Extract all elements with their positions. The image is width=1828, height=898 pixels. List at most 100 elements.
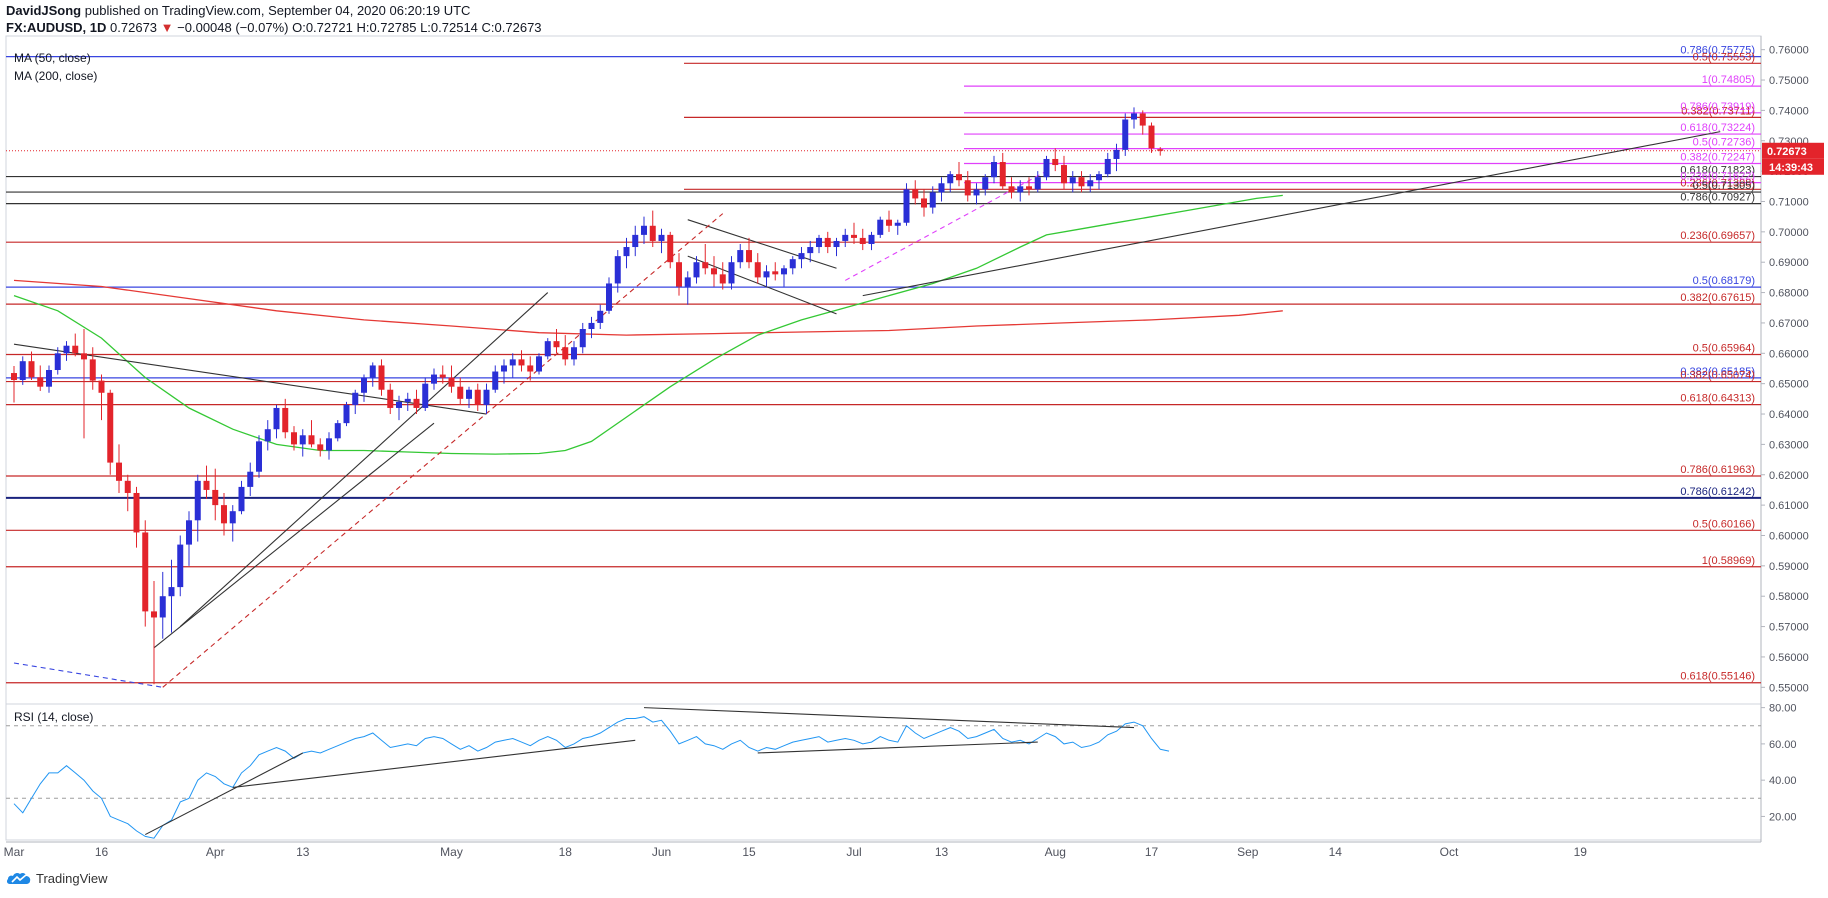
candle-body bbox=[509, 359, 516, 366]
candle-body bbox=[1122, 119, 1129, 150]
price-tick-label: 0.76000 bbox=[1769, 45, 1809, 57]
candle-body bbox=[221, 505, 227, 524]
date-tick-label: 18 bbox=[559, 845, 573, 859]
candle-body bbox=[728, 262, 735, 284]
rsi-tick-label: 40.00 bbox=[1769, 775, 1797, 787]
rsi-tick-label: 20.00 bbox=[1769, 811, 1797, 823]
date-tick-label: 14 bbox=[1329, 845, 1343, 859]
legend-ma200[interactable]: MA (200, close) bbox=[14, 69, 98, 83]
candle-body bbox=[991, 162, 997, 178]
candle-body bbox=[982, 177, 989, 190]
price-tick-label: 0.55000 bbox=[1769, 682, 1809, 694]
high-label: H: bbox=[356, 20, 370, 35]
trendline bbox=[862, 131, 1721, 297]
fib-level-label: 0.5(0.65964) bbox=[1693, 343, 1755, 355]
date-tick-label: Apr bbox=[206, 845, 225, 859]
trendline bbox=[153, 422, 435, 649]
fib-level-label: 0.786(0.75775) bbox=[1680, 45, 1755, 57]
publish-line: DavidJSong published on TradingView.com,… bbox=[6, 3, 470, 18]
candle-body bbox=[466, 389, 472, 399]
candle-body bbox=[772, 271, 779, 275]
candle-body bbox=[833, 240, 840, 248]
price-tick-label: 0.68000 bbox=[1769, 288, 1809, 300]
close-value: 0.72673 bbox=[494, 20, 542, 35]
price-tick-label: 0.56000 bbox=[1769, 652, 1809, 664]
fib-level-label: 0.236(0.69657) bbox=[1680, 230, 1755, 242]
candle-body bbox=[142, 532, 149, 612]
date-tick-label: Oct bbox=[1440, 845, 1459, 859]
candle-body bbox=[474, 389, 481, 405]
candle-body bbox=[413, 398, 420, 408]
candle-body bbox=[291, 432, 297, 445]
candle-body bbox=[19, 361, 26, 381]
candle-body bbox=[343, 404, 350, 424]
candle-body bbox=[947, 174, 954, 184]
fib-level-label: 0.236(0.71398) bbox=[1680, 177, 1755, 189]
rsi-pane-frame bbox=[5, 703, 1762, 841]
candle-body bbox=[396, 401, 402, 408]
candle-body bbox=[98, 380, 105, 393]
candle-body bbox=[553, 341, 560, 348]
date-tick-label: Jun bbox=[652, 845, 671, 859]
candle-body bbox=[632, 234, 639, 248]
candle-body bbox=[1087, 180, 1094, 187]
rsi-pane bbox=[6, 707, 1761, 839]
candle-body bbox=[116, 462, 122, 481]
price-tick-label: 0.70000 bbox=[1769, 227, 1809, 239]
open-value: 0.72721 bbox=[305, 20, 353, 35]
price-tick-label: 0.63000 bbox=[1769, 439, 1809, 451]
candle-body bbox=[194, 480, 201, 521]
candle-body bbox=[1034, 177, 1041, 190]
ma200-line bbox=[13, 279, 1283, 336]
candle-body bbox=[1026, 186, 1032, 190]
date-tick-label: 19 bbox=[1574, 845, 1588, 859]
candle-body bbox=[649, 225, 656, 241]
trendline bbox=[687, 255, 837, 315]
candle-body bbox=[308, 435, 315, 445]
price-tick-label: 0.75000 bbox=[1769, 75, 1809, 87]
candle-body bbox=[851, 234, 857, 238]
trendline bbox=[13, 662, 163, 688]
candle-body bbox=[159, 596, 166, 618]
trendline bbox=[844, 170, 1047, 281]
candle-body bbox=[527, 365, 534, 372]
candle-body bbox=[1008, 186, 1015, 193]
countdown-badge bbox=[1762, 158, 1824, 175]
fib-level-label: 0.786(0.61963) bbox=[1680, 464, 1755, 476]
candle-body bbox=[124, 480, 131, 493]
candle-body bbox=[719, 274, 726, 284]
candle-body bbox=[956, 174, 962, 181]
last-price: 0.72673 bbox=[110, 20, 158, 35]
candle-body bbox=[614, 256, 621, 284]
candle-body bbox=[667, 234, 674, 263]
candle-body bbox=[186, 520, 192, 545]
candle-body bbox=[107, 392, 114, 463]
symbol-name[interactable]: FX:AUDUSD, 1D bbox=[6, 20, 107, 35]
fib-level-label: 0.618(0.64313) bbox=[1680, 393, 1755, 405]
candle-body bbox=[842, 234, 849, 241]
candle-body bbox=[588, 322, 595, 330]
candle-body bbox=[903, 189, 910, 223]
legend-ma50[interactable]: MA (50, close) bbox=[14, 51, 91, 65]
candle-body bbox=[317, 444, 324, 451]
candle-body bbox=[597, 310, 604, 323]
fib-level-label: 0.618(0.55146) bbox=[1680, 671, 1755, 683]
date-tick-label: 13 bbox=[935, 845, 949, 859]
candle-body bbox=[973, 189, 980, 196]
tradingview-logo[interactable]: TradingView bbox=[6, 870, 108, 886]
fib-level-label: 0.786(0.61242) bbox=[1680, 486, 1755, 498]
candle-body bbox=[1043, 158, 1050, 178]
candle-body bbox=[807, 247, 814, 254]
candle-body bbox=[431, 374, 437, 384]
author-name[interactable]: DavidJSong bbox=[6, 3, 82, 18]
candle-body bbox=[912, 189, 919, 199]
rsi-tick-label: 80.00 bbox=[1769, 703, 1797, 715]
candle-body bbox=[89, 359, 96, 381]
rsi-trendline bbox=[144, 752, 304, 836]
candle-body bbox=[816, 237, 822, 248]
fib-level-label: 0.236(0.71622) bbox=[1680, 171, 1755, 183]
date-tick-label: 16 bbox=[95, 845, 109, 859]
price-tick-label: 0.62000 bbox=[1769, 470, 1809, 482]
